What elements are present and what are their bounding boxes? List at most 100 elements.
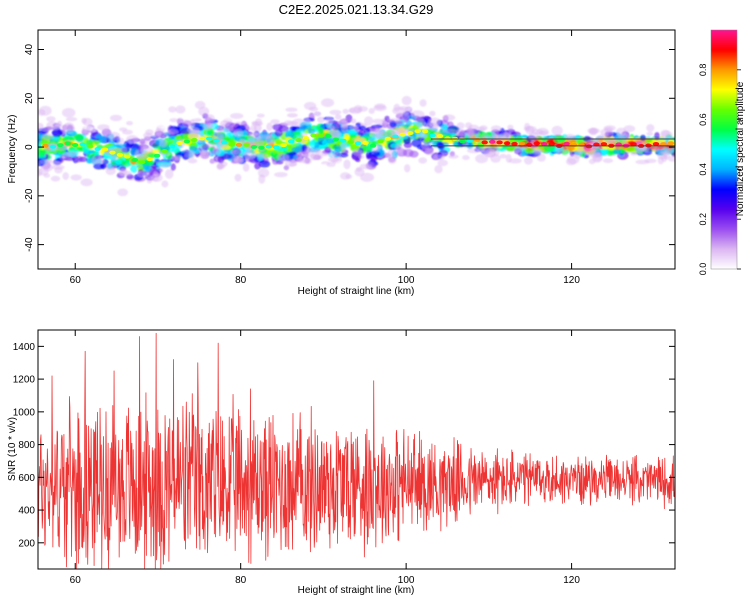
ridge-cell [399, 132, 406, 137]
spectrogram-cell [303, 163, 315, 169]
colorbar: 0.0 0.2 0.4 0.6 0.8 Normalized spectral ampl… [698, 29, 746, 275]
ridge-cell [220, 140, 228, 145]
spectrogram-halo [164, 169, 174, 179]
spectrogram-halo [467, 148, 480, 154]
spectrogram-halo [42, 127, 49, 132]
spectrogram-cell [428, 103, 435, 107]
ridge-cell [131, 157, 138, 162]
spectrogram-halo [206, 122, 214, 129]
spectrogram-halo [418, 157, 428, 164]
spectrogram-halo [584, 147, 596, 156]
spectrogram-halo [120, 146, 128, 154]
snr-panel: 60 80 100 120 200 400 600 800 1000 1200 1400 Heig… [7, 329, 676, 596]
ridge-cell [429, 133, 436, 138]
spectrogram-cell [317, 116, 325, 123]
x-tick-label: 100 [398, 275, 415, 286]
spectrogram-halo [507, 124, 514, 130]
spectrogram-halo [618, 133, 631, 141]
spectrogram-cell [38, 122, 44, 131]
ridge-cell [630, 142, 637, 147]
spectrogram-halo [270, 119, 280, 125]
spectrogram-cell [335, 160, 344, 166]
spectrogram-halo [45, 159, 53, 164]
spectrogram-halo [502, 132, 510, 141]
spectrogram-cell [94, 150, 100, 157]
spectrogram-halo [602, 158, 614, 164]
figure-title: C2E2.2025.021.13.34.G29 [279, 2, 434, 17]
spectrogram-cell [114, 158, 123, 165]
spectrogram-halo [41, 133, 54, 141]
ridge-cell [176, 141, 183, 145]
spectrogram-halo [326, 162, 336, 167]
spectrogram-cell [309, 141, 316, 148]
ridge-cell [511, 141, 518, 146]
spectrogram-cell [334, 151, 341, 156]
spectrogram-halo [433, 154, 445, 161]
ridge-cell [436, 134, 444, 138]
spectrogram-halo [188, 119, 195, 129]
ridge-cell [206, 136, 213, 141]
spectrogram-halo [258, 174, 266, 184]
spectrogram-cell [139, 138, 146, 145]
spectrogram-halo [285, 107, 298, 112]
spectrogram-halo [255, 118, 262, 126]
spectrogram-halo [443, 128, 457, 134]
spectrogram-cell [451, 163, 460, 167]
spectrogram-halo [140, 143, 148, 150]
spectrogram-halo [325, 116, 333, 127]
spectrogram-halo [364, 116, 374, 126]
spectrogram-panel: 60 80 100 120 -40 -20 0 20 40 Height of straigh… [7, 29, 676, 297]
ridge-cell [94, 147, 101, 151]
ridge-cell [317, 133, 325, 138]
spectrogram-cell [324, 146, 332, 153]
spectrogram-halo [462, 155, 470, 161]
spectrogram-cell [109, 176, 116, 183]
snr-series-line [38, 332, 675, 569]
spectrogram-halo [345, 174, 353, 180]
ridge-cell [459, 139, 466, 144]
spectrogram-cell [436, 141, 444, 149]
y-tick-label: 1000 [13, 407, 36, 418]
spectrogram-halo [448, 154, 459, 159]
ridge-cell [422, 129, 429, 134]
spectrogram-cell [250, 124, 257, 132]
ridge-cell [585, 144, 593, 149]
spectrogram-x-label: Height of straight line (km) [298, 286, 415, 297]
spectrogram-halo [171, 155, 182, 160]
spectrogram-halo [234, 128, 244, 138]
ridge-cell [287, 139, 295, 144]
ridge-cell [541, 142, 548, 146]
spectrogram-halo [117, 188, 129, 197]
spectrogram-halo [50, 125, 61, 131]
spectrogram-halo [50, 175, 61, 182]
spectrogram-halo [358, 154, 365, 160]
x-tick-label: 120 [563, 275, 580, 286]
colorbar-frame [710, 29, 738, 270]
spectrogram-cell [288, 151, 297, 156]
spectrogram-cell [63, 157, 76, 162]
spectrogram-cell [274, 129, 283, 137]
spectrogram-halo [360, 172, 375, 182]
spectrogram-halo [359, 163, 372, 170]
spectrogram-halo [415, 118, 426, 128]
ridge-cell [198, 136, 205, 141]
ridge-cell [518, 141, 526, 146]
spectrogram-halo [303, 101, 317, 110]
spectrogram-halo [188, 150, 196, 159]
spectrogram-cell [334, 145, 342, 153]
spectrogram-cell [424, 162, 433, 167]
spectrogram-halo [475, 154, 489, 164]
spectrogram-halo [105, 167, 116, 176]
spectrogram-halo [303, 118, 311, 125]
spectrogram-cell [600, 148, 609, 154]
spectrogram-halo [116, 137, 124, 144]
ridge-cell [377, 139, 384, 144]
spectrogram-halo [143, 132, 153, 139]
ridge-cell [652, 142, 660, 146]
ridge-cell [153, 153, 161, 158]
spectrogram-halo [646, 131, 654, 136]
spectrogram-halo [216, 127, 223, 134]
spectrogram-halo [175, 105, 186, 114]
ridge-cell [101, 147, 109, 152]
